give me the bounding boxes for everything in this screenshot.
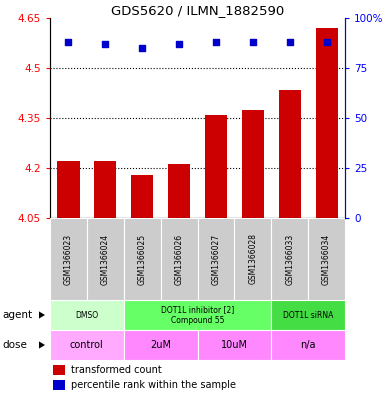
Bar <box>271 218 308 300</box>
Text: n/a: n/a <box>300 340 316 350</box>
Text: GSM1366023: GSM1366023 <box>64 233 73 285</box>
Text: DOT1L inhibitor [2]
Compound 55: DOT1L inhibitor [2] Compound 55 <box>161 305 234 325</box>
Bar <box>50 300 124 330</box>
Text: GSM1366025: GSM1366025 <box>138 233 147 285</box>
Text: DMSO: DMSO <box>75 310 99 320</box>
Bar <box>53 380 65 390</box>
Bar <box>50 330 124 360</box>
Text: percentile rank within the sample: percentile rank within the sample <box>71 380 236 390</box>
Text: transformed count: transformed count <box>71 365 161 375</box>
Text: dose: dose <box>2 340 27 350</box>
Text: 10uM: 10uM <box>221 340 248 350</box>
Bar <box>161 218 198 300</box>
Bar <box>234 218 271 300</box>
Point <box>102 41 109 47</box>
Bar <box>87 218 124 300</box>
Text: 2uM: 2uM <box>150 340 171 350</box>
Bar <box>57 161 79 218</box>
Text: control: control <box>70 340 104 350</box>
Text: GSM1366028: GSM1366028 <box>248 233 257 285</box>
Text: GSM1366024: GSM1366024 <box>101 233 110 285</box>
Text: GSM1366034: GSM1366034 <box>322 233 331 285</box>
Bar <box>124 330 198 360</box>
Point <box>250 39 256 45</box>
Point <box>286 39 293 45</box>
Point <box>176 41 182 47</box>
Bar <box>124 218 161 300</box>
Bar <box>308 218 345 300</box>
Bar <box>124 300 271 330</box>
Point <box>65 39 72 45</box>
Polygon shape <box>39 342 45 349</box>
Text: GSM1366027: GSM1366027 <box>211 233 221 285</box>
Point <box>323 39 330 45</box>
Bar <box>242 110 264 218</box>
Bar <box>94 161 116 218</box>
Bar <box>315 28 338 218</box>
Bar <box>168 163 190 218</box>
Bar <box>271 330 345 360</box>
Text: GSM1366033: GSM1366033 <box>285 233 294 285</box>
Bar <box>131 175 153 218</box>
Point <box>213 39 219 45</box>
Text: GSM1366026: GSM1366026 <box>174 233 184 285</box>
Bar <box>53 365 65 375</box>
Text: agent: agent <box>2 310 32 320</box>
Polygon shape <box>39 311 45 319</box>
Bar <box>198 218 234 300</box>
Bar <box>271 300 345 330</box>
Bar <box>198 330 271 360</box>
Text: DOT1L siRNA: DOT1L siRNA <box>283 310 333 320</box>
Title: GDS5620 / ILMN_1882590: GDS5620 / ILMN_1882590 <box>111 4 284 17</box>
Bar <box>50 218 87 300</box>
Bar <box>279 90 301 218</box>
Bar <box>205 115 227 218</box>
Point <box>139 45 145 51</box>
